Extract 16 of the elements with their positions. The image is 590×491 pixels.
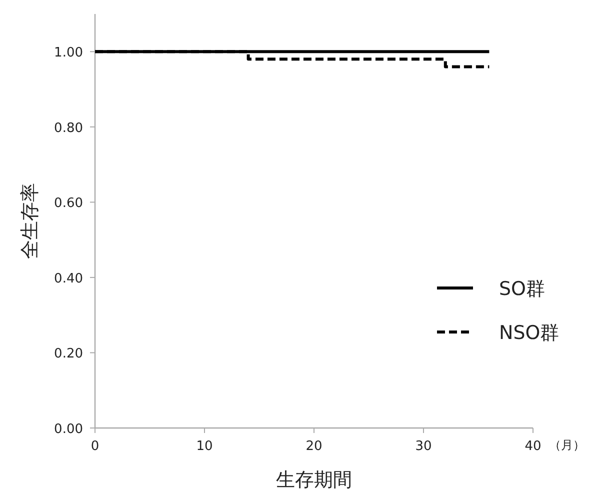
legend-label: SO群 (499, 278, 546, 300)
y-tick-label: 0.60 (54, 196, 83, 212)
legend-label: NSO群 (499, 322, 560, 344)
y-tick-label: 0.80 (54, 120, 83, 136)
y-tick-label: 0.20 (54, 346, 83, 362)
y-tick-label: 0.40 (54, 271, 83, 286)
y-tick-label: 1.00 (54, 46, 83, 61)
y-axis-title: 全生存率 (19, 183, 41, 259)
x-tick-label: 10 (196, 439, 213, 454)
x-tick-label: 0 (90, 439, 100, 454)
text: （月） (549, 438, 585, 452)
y-tick-label: 0.00 (54, 422, 83, 437)
x-tick-label: 30 (415, 439, 432, 454)
x-tick-label: 20 (306, 439, 322, 454)
x-tick-label: 40 (524, 439, 542, 454)
x-axis-title: 生存期間 (276, 469, 352, 491)
